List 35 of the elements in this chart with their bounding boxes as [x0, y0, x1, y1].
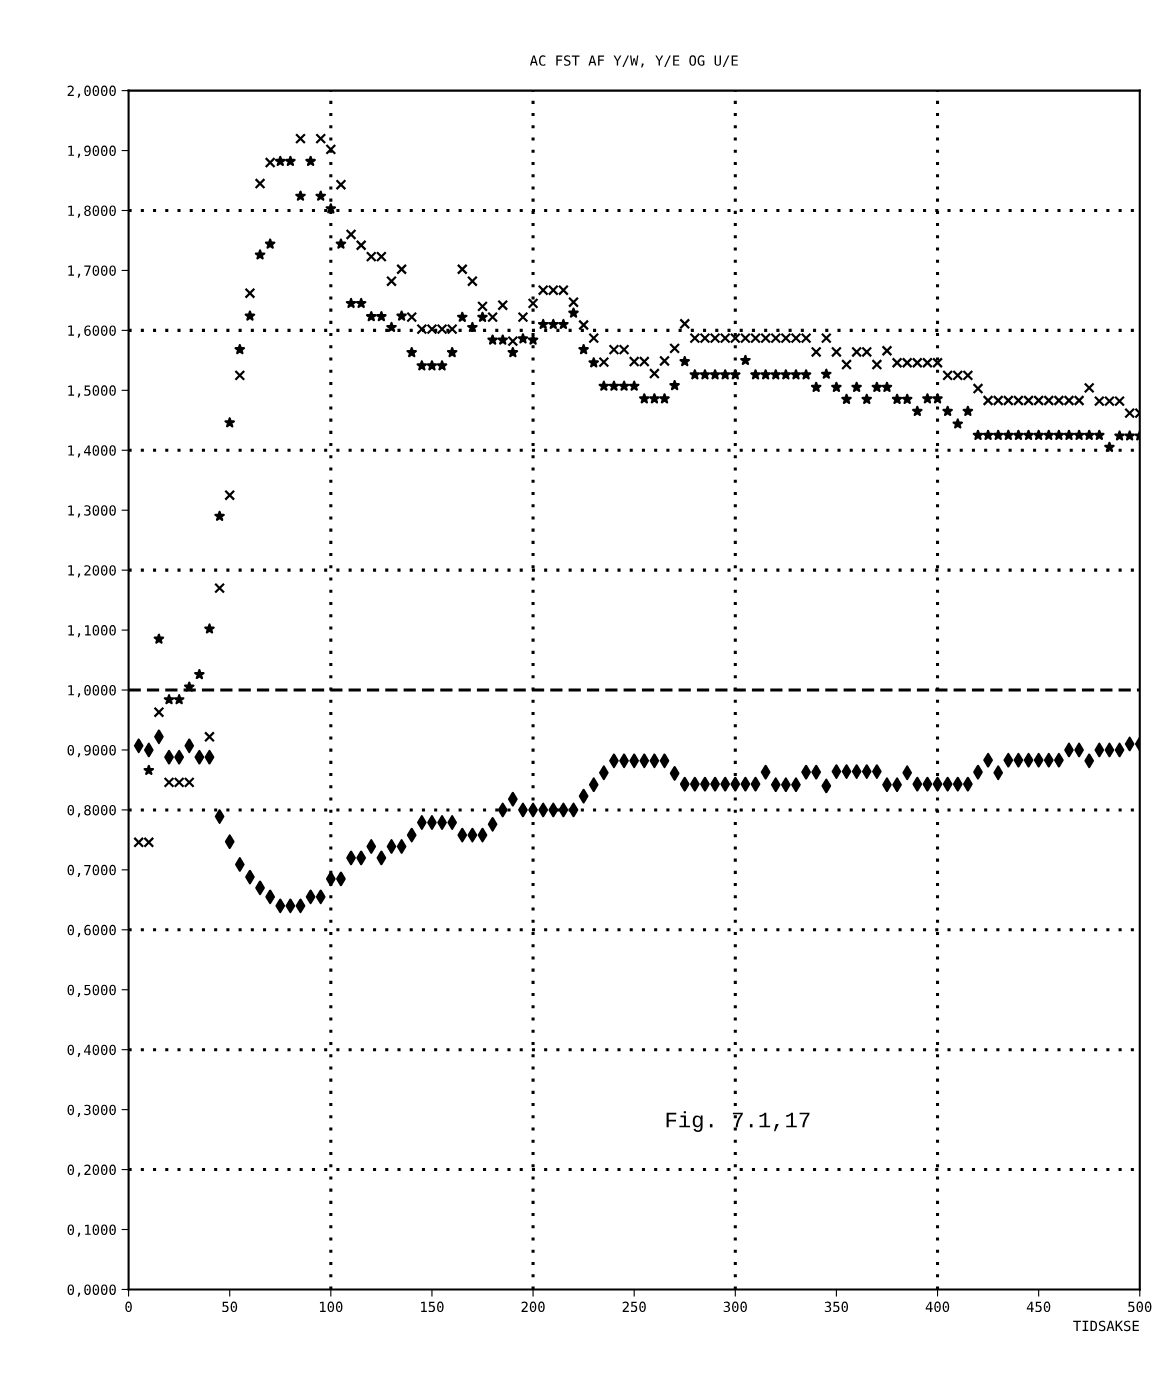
y-tick-label: 0,7000: [67, 864, 116, 878]
y-tick-label: 1,4000: [68, 445, 116, 458]
y-tick-label: 0,9000: [67, 744, 116, 758]
y-tick-label: 1,3000: [68, 505, 116, 518]
y-tick-label: 0,8000: [67, 804, 116, 818]
y-tick-label: 0,0000: [67, 1284, 116, 1297]
y-tick-label: 1,5000: [68, 385, 116, 398]
y-tick-label: 1,1000: [68, 625, 116, 638]
x-tick-label: 50: [222, 1301, 238, 1313]
y-tick-label: 1,0000: [68, 685, 116, 698]
x-tick-label: 300: [723, 1301, 747, 1313]
y-tick-label: 1,9000: [68, 145, 116, 158]
y-tick-label: 0,6000: [67, 924, 116, 938]
y-tick-label: 0,4000: [67, 1044, 116, 1057]
y-tick-label: 2,0000: [67, 85, 116, 98]
x-axis-title: TIDSAKSE: [1073, 1320, 1139, 1332]
x-tick-label: 150: [421, 1301, 444, 1313]
x-tick-label: 450: [1026, 1301, 1051, 1313]
x-tick-label: 250: [622, 1301, 646, 1313]
y-tick-label: 0,5000: [67, 984, 116, 997]
y-tick-label: 0,2000: [67, 1164, 116, 1177]
y-tick-label: 1,7000: [68, 265, 116, 278]
chart-title: AC FST AF Y/W, Y/E OG U/E: [529, 55, 738, 68]
x-tick-label: 100: [319, 1301, 343, 1313]
x-tick-label: 400: [925, 1301, 950, 1313]
x-tick-label: 500: [1128, 1301, 1152, 1313]
annotation: Fig. 7.1,17: [666, 1111, 810, 1132]
y-tick-label: 1,8000: [68, 205, 116, 218]
y-tick-label: 1,6000: [68, 325, 116, 338]
x-tick-label: 350: [824, 1301, 849, 1313]
x-tick-label: 200: [521, 1301, 545, 1313]
y-tick-label: 1,2000: [68, 565, 116, 578]
y-tick-label: 0,3000: [67, 1104, 116, 1117]
y-tick-label: 0,1000: [67, 1224, 116, 1237]
x-tick-label: 0: [125, 1301, 132, 1313]
